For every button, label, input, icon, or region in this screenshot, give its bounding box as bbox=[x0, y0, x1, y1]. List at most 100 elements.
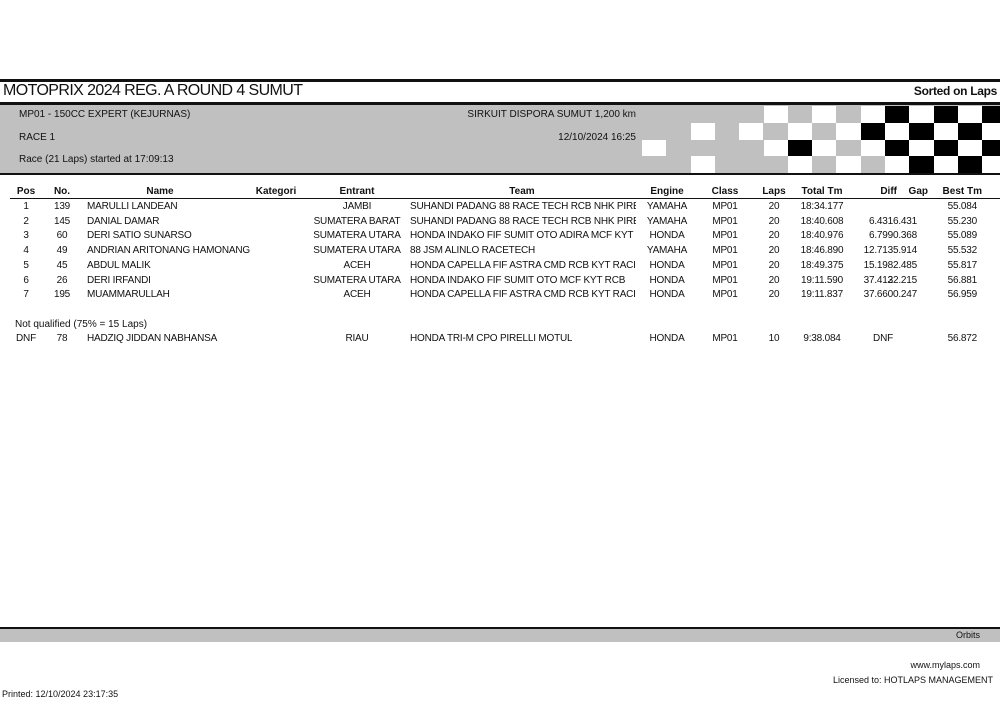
cell-pos: DNF bbox=[16, 333, 36, 344]
flag-square bbox=[763, 122, 788, 140]
flag-square bbox=[836, 156, 861, 174]
cell-diff: 37.413 bbox=[863, 274, 894, 286]
top-rule bbox=[0, 79, 1000, 82]
cell-gap: 2.485 bbox=[892, 259, 917, 271]
cell-pos: 3 bbox=[23, 230, 29, 242]
cell-name: DERI IRFANDI bbox=[87, 274, 151, 286]
cell-pos: 4 bbox=[23, 245, 29, 257]
cell-name: DANIAL DAMAR bbox=[87, 215, 160, 227]
cell-team: SUHANDI PADANG 88 RACE TECH RCB NHK PIRE… bbox=[410, 215, 636, 227]
cell-name: ABDUL MALIK bbox=[87, 259, 151, 271]
flag-square bbox=[812, 106, 837, 123]
cell-total: 18:40.608 bbox=[800, 215, 844, 227]
col-total: Total Tm bbox=[801, 186, 843, 197]
cell-name: HADZIQ JIDDAN NABHANSA bbox=[87, 333, 218, 344]
header-rule bbox=[0, 102, 1000, 105]
flag-square bbox=[933, 122, 958, 140]
cell-best: 56.959 bbox=[947, 289, 978, 301]
cell-pos: 7 bbox=[23, 289, 29, 301]
cell-gap: 22.215 bbox=[887, 274, 918, 286]
flag-square bbox=[909, 122, 934, 140]
cell-entrant: ACEH bbox=[343, 259, 371, 271]
cell-name: ANDRIAN ARITONANG HAMONANG bbox=[87, 245, 250, 257]
race-info: Race (21 Laps) started at 17:09:13 bbox=[19, 154, 174, 165]
cell-best: 55.817 bbox=[947, 259, 978, 271]
cell-best: 55.084 bbox=[947, 201, 978, 212]
cell-entrant: RIAU bbox=[345, 333, 369, 344]
flag-square bbox=[982, 106, 1000, 123]
cell-best: 56.872 bbox=[947, 333, 978, 344]
flag-square bbox=[787, 106, 813, 123]
cell-pos: 6 bbox=[23, 274, 29, 286]
flag-square bbox=[739, 122, 764, 140]
cell-class: MP01 bbox=[712, 201, 738, 212]
col-no: No. bbox=[53, 186, 71, 197]
cell-name: MUAMMARULLAH bbox=[87, 289, 170, 301]
cell-name: DERI SATIO SUNARSO bbox=[87, 230, 192, 242]
cell-gap: 5.914 bbox=[892, 245, 917, 257]
flag-square bbox=[982, 156, 1000, 174]
license-text: Licensed to: HOTLAPS MANAGEMENT bbox=[832, 675, 993, 685]
cell-class: MP01 bbox=[712, 274, 738, 286]
cell-entrant: ACEH bbox=[343, 289, 371, 301]
cell-team: HONDA TRI-M CPO PIRELLI MOTUL bbox=[410, 333, 573, 344]
cell-laps: 20 bbox=[768, 259, 780, 271]
cell-name: MARULLI LANDEAN bbox=[87, 201, 178, 212]
band-rule bbox=[0, 173, 1000, 175]
cell-best: 56.881 bbox=[947, 274, 978, 286]
cell-laps: 20 bbox=[768, 274, 780, 286]
cell-no: 60 bbox=[56, 230, 68, 242]
event-title: MOTOPRIX 2024 REG. A ROUND 4 SUMUT bbox=[3, 82, 303, 99]
cell-total: 18:40.976 bbox=[800, 230, 844, 242]
cell-entrant: SUMATERA UTARA bbox=[313, 274, 401, 286]
brand-label: Orbits bbox=[955, 630, 980, 640]
cell-diff: 12.713 bbox=[863, 245, 894, 257]
cell-no: 78 bbox=[56, 333, 68, 344]
flag-square bbox=[787, 156, 813, 174]
cell-no: 195 bbox=[53, 289, 71, 301]
sort-label: Sorted on Laps bbox=[913, 84, 997, 98]
website-link[interactable]: www.mylaps.com bbox=[910, 660, 980, 670]
cell-entrant: JAMBI bbox=[342, 201, 372, 212]
flag-square bbox=[763, 139, 788, 157]
flag-square bbox=[957, 156, 983, 174]
cell-gap: 0.247 bbox=[892, 289, 917, 301]
cell-total: 18:49.375 bbox=[800, 259, 844, 271]
flag-square bbox=[933, 156, 958, 174]
col-class: Class bbox=[711, 186, 739, 197]
cell-no: 139 bbox=[53, 201, 71, 212]
footer-band bbox=[0, 629, 1000, 642]
cell-total: 19:11.590 bbox=[801, 274, 843, 286]
cell-laps: 20 bbox=[768, 289, 780, 301]
not-qualified-label: Not qualified (75% = 15 Laps) bbox=[15, 319, 148, 330]
flag-square bbox=[860, 156, 885, 174]
cell-entrant: SUMATERA BARAT bbox=[313, 215, 401, 227]
cell-total: 9:38.084 bbox=[803, 333, 841, 344]
class-name: MP01 - 150CC EXPERT (KEJURNAS) bbox=[19, 109, 191, 120]
cell-team: SUHANDI PADANG 88 RACE TECH RCB NHK PIRE… bbox=[410, 201, 636, 212]
cell-diff: 6.431 bbox=[868, 215, 893, 227]
footer-rule bbox=[0, 627, 1000, 629]
flag-square bbox=[957, 139, 983, 157]
cell-team: HONDA CAPELLA FIF ASTRA CMD RCB KYT RACI… bbox=[410, 289, 636, 301]
cell-best: 55.230 bbox=[947, 215, 978, 227]
cell-pos: 2 bbox=[23, 215, 29, 227]
flag-square bbox=[860, 122, 885, 140]
col-diff: Diff bbox=[880, 186, 897, 197]
cell-laps: 20 bbox=[768, 245, 780, 257]
flag-square bbox=[885, 122, 910, 140]
cell-no: 49 bbox=[56, 245, 68, 257]
col-entrant: Entrant bbox=[339, 186, 375, 197]
cell-engine: HONDA bbox=[649, 230, 685, 242]
cell-class: MP01 bbox=[712, 333, 738, 344]
flag-square bbox=[763, 106, 788, 123]
circuit-name: SIRKUIT DISPORA SUMUT 1,200 km bbox=[467, 109, 636, 120]
cell-gap: 0.368 bbox=[892, 230, 917, 242]
flag-square bbox=[836, 139, 861, 157]
flag-square bbox=[812, 122, 837, 140]
flag-square bbox=[787, 122, 813, 140]
flag-square bbox=[812, 139, 837, 157]
cell-diff: DNF bbox=[873, 333, 893, 344]
cell-engine: HONDA bbox=[649, 333, 685, 344]
cell-laps: 20 bbox=[768, 230, 780, 242]
